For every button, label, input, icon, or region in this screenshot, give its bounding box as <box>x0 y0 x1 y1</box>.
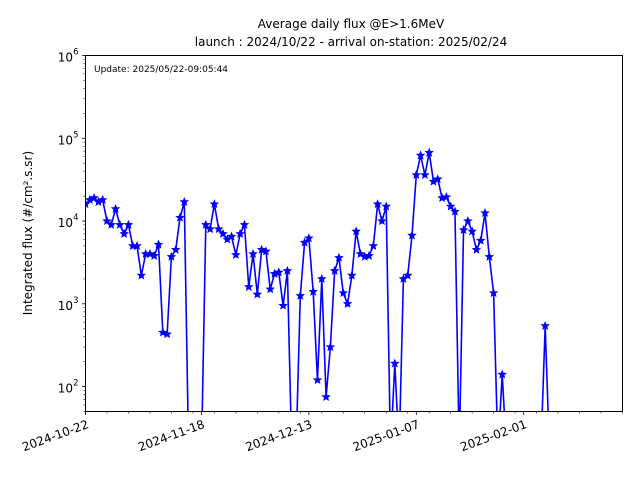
y-tick-label: 102 <box>58 379 79 396</box>
data-point-marker <box>347 270 357 280</box>
data-point-marker <box>115 219 125 229</box>
data-point-marker <box>170 244 181 254</box>
x-tick-label: 2024-12-13 <box>244 417 314 454</box>
data-point-marker <box>274 267 284 277</box>
chart-title: Average daily flux @E>1.6MeV <box>258 17 445 31</box>
data-point-marker <box>265 284 275 294</box>
data-point-marker <box>480 208 490 218</box>
data-point-marker <box>261 246 271 256</box>
data-point-marker <box>377 216 387 226</box>
data-point-marker <box>282 265 293 275</box>
data-point-marker <box>132 240 142 250</box>
flux-series-line <box>85 152 549 412</box>
data-point-marker <box>411 170 422 180</box>
data-point-marker <box>89 192 99 203</box>
data-point-marker <box>424 147 434 157</box>
data-point-marker <box>162 329 172 339</box>
data-point-marker <box>364 250 374 260</box>
data-point-marker <box>488 288 499 298</box>
data-point-marker <box>321 391 331 401</box>
data-point-marker <box>106 219 117 229</box>
data-point-marker <box>476 235 486 245</box>
data-point-marker <box>110 203 121 213</box>
data-point-marker <box>317 273 327 283</box>
data-point-marker <box>226 231 237 241</box>
data-point-marker <box>136 270 147 280</box>
update-annotation: Update: 2025/05/22-09:05:44 <box>94 65 228 75</box>
chart-subtitle: launch : 2024/10/22 - arrival on-station… <box>195 35 507 49</box>
data-point-marker <box>149 250 159 260</box>
plot-frame <box>85 55 623 412</box>
data-point-marker <box>102 216 112 226</box>
y-tick-label: 103 <box>58 296 79 313</box>
data-point-marker <box>278 300 288 310</box>
data-point-marker <box>239 219 250 229</box>
data-point-marker <box>467 226 477 236</box>
y-tick-label: 106 <box>58 48 79 65</box>
data-point-marker <box>484 251 495 261</box>
data-point-marker <box>415 150 426 160</box>
axis-ticks: 102 103 104 105 106 2024-10-22 2024-11-18 2024-… <box>20 48 623 454</box>
data-point-marker <box>175 212 185 222</box>
y-tick-label: 104 <box>58 213 79 230</box>
data-point-marker <box>463 216 473 226</box>
data-point-marker <box>420 170 430 180</box>
data-point-marker <box>97 194 108 204</box>
data-point-marker <box>351 226 361 236</box>
data-point-marker <box>153 239 164 249</box>
data-point-marker <box>458 224 469 235</box>
data-point-marker <box>123 219 134 229</box>
y-axis-label: Integrated flux (#/cm².s.sr) <box>21 151 35 315</box>
data-point-marker <box>235 228 245 238</box>
data-point-marker <box>450 206 460 216</box>
data-point-marker <box>441 192 452 202</box>
data-point-marker <box>407 230 417 240</box>
data-point-marker <box>213 224 224 234</box>
data-point-marker <box>201 219 211 229</box>
data-point-marker <box>497 369 507 379</box>
data-point-marker <box>342 298 353 308</box>
data-point-marker <box>218 228 228 238</box>
x-tick-label: 2024-10-22 <box>20 417 90 454</box>
data-point-marker <box>252 289 263 299</box>
data-point-marker <box>381 201 391 211</box>
data-point-marker <box>295 290 306 300</box>
x-tick-label: 2025-01-07 <box>351 417 421 454</box>
plot-area <box>85 147 550 412</box>
x-tick-label: 2025-02-01 <box>458 417 528 454</box>
data-point-marker <box>231 249 241 259</box>
data-point-marker <box>119 228 129 238</box>
data-point-marker <box>248 248 258 259</box>
y-tick-label: 105 <box>58 130 79 147</box>
data-point-marker <box>445 201 456 211</box>
data-point-marker <box>209 199 220 209</box>
data-point-marker <box>312 375 323 385</box>
data-point-marker <box>244 281 254 291</box>
data-point-marker <box>540 320 550 330</box>
data-point-marker <box>368 240 379 250</box>
data-point-marker <box>308 286 318 296</box>
data-point-marker <box>338 288 348 298</box>
data-point-marker <box>304 233 314 243</box>
data-point-marker <box>205 224 215 234</box>
data-point-marker <box>372 199 383 209</box>
data-point-marker <box>471 244 482 254</box>
data-point-marker <box>334 252 344 262</box>
data-point-marker <box>390 358 400 368</box>
data-point-marker <box>402 270 413 280</box>
data-point-marker <box>179 196 190 207</box>
x-tick-label: 2024-11-18 <box>136 417 206 454</box>
data-point-marker <box>433 174 443 184</box>
data-point-marker <box>325 342 336 352</box>
data-point-marker <box>329 265 340 275</box>
data-point-marker <box>166 251 177 261</box>
